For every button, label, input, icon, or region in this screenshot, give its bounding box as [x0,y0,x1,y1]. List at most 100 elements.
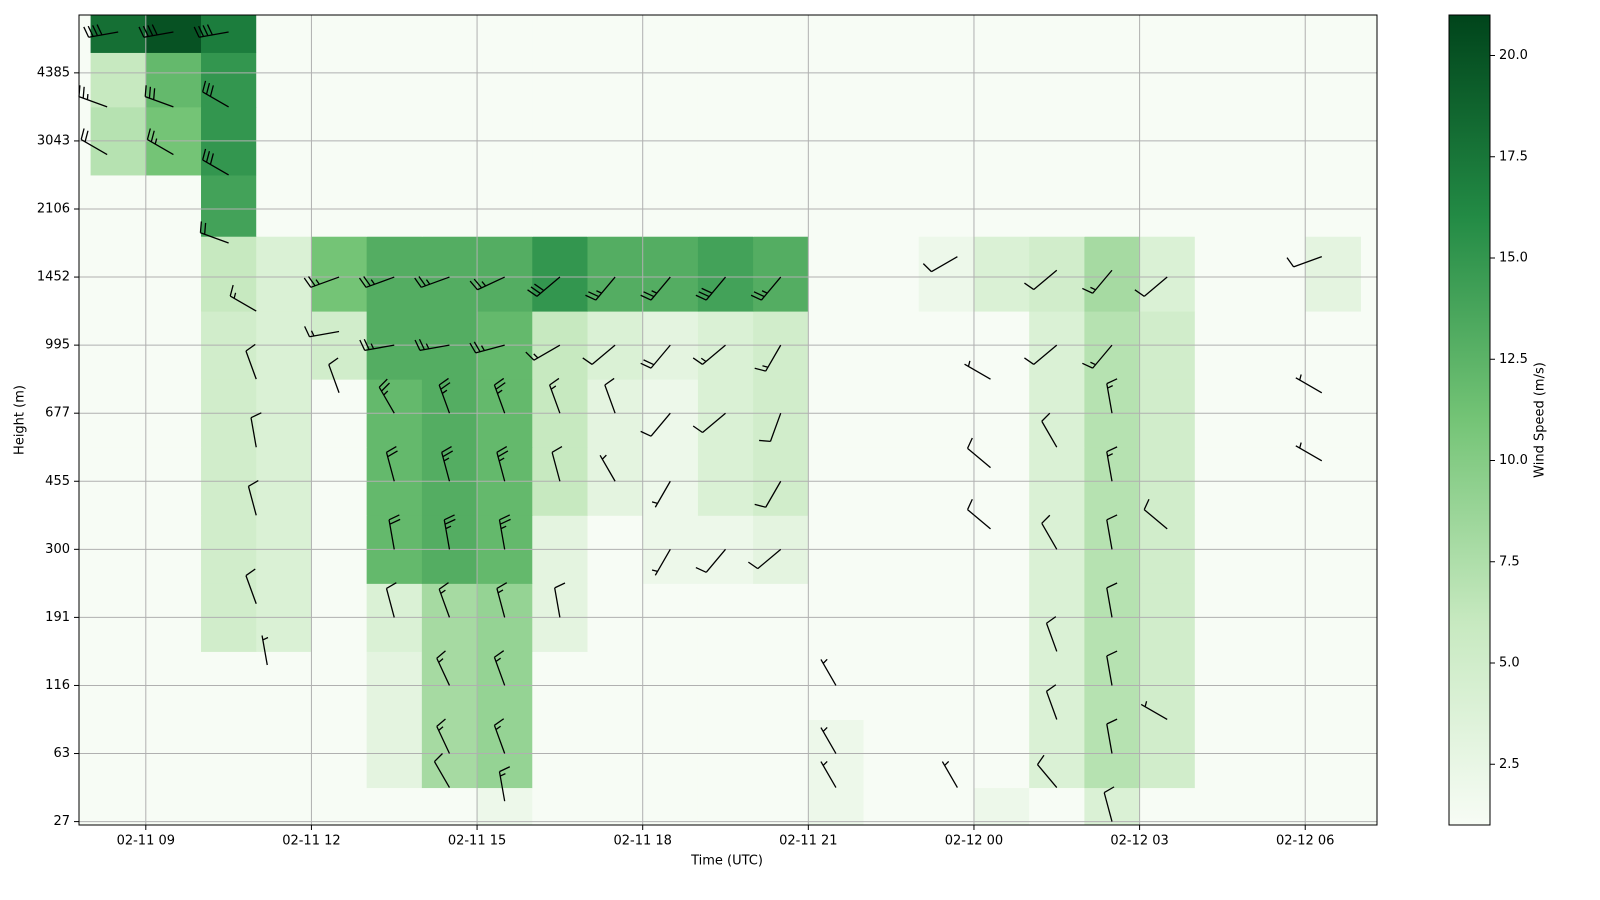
wind-barb [436,718,451,754]
wind-barb [820,658,837,686]
wind-barb [582,344,616,365]
wind-barb [651,480,671,508]
speed-cell [201,15,257,53]
wind-barb [496,445,509,482]
speed-cell [697,15,754,53]
speed-cell [90,174,147,237]
speed-cell [973,15,1030,53]
colorbar-tick-label: 7.5 [1499,554,1520,569]
x-axis-label: Time (UTC) [690,854,763,869]
wind-barb [750,276,782,301]
speed-cell [1305,52,1361,108]
speed-cell [808,15,865,53]
wind-barb [229,284,257,312]
speed-cell [1029,52,1085,108]
wind-barb [441,445,454,482]
speed-cell [587,236,644,312]
y-tick-label: 191 [45,610,70,625]
speed-cell [863,787,920,826]
speed-cell [1029,174,1085,237]
speed-cell [256,174,312,237]
speed-cell [1139,52,1196,108]
wind-barb [245,343,257,380]
speed-cell [311,15,368,53]
wind-barb [1106,446,1118,482]
speed-cell [587,15,644,53]
wind-barb [754,344,782,372]
y-tick-label: 455 [45,474,70,489]
wind-barb [250,412,262,448]
wind-barb [640,276,671,301]
wind-barb [820,726,837,754]
speed-cell [145,787,202,826]
wind-barb [199,221,229,244]
speed-cell [1250,52,1306,108]
wind-barb [554,582,566,618]
speed-cell [256,52,312,108]
speed-cell [587,174,644,237]
speed-cell [1139,15,1196,53]
speed-cell [808,52,865,108]
y-tick-label: 2106 [37,201,70,216]
speed-cell [697,52,754,108]
x-tick-label: 02-11 12 [282,834,340,849]
wind-barb [820,760,837,788]
speed-cell [753,174,809,237]
wind-barb [202,148,229,176]
y-tick-label: 300 [45,542,70,557]
wind-barb [1106,582,1118,618]
wind-barb [385,445,398,482]
x-tick-label: 02-12 06 [1276,834,1334,849]
x-tick-label: 02-11 21 [779,834,837,849]
speed-cell [421,787,478,826]
x-tick-label: 02-11 09 [117,834,175,849]
wind-barb [1106,650,1118,686]
speed-cell [477,236,533,312]
speed-cell [421,174,478,237]
speed-cell [1305,174,1361,237]
speed-cell [145,15,202,53]
colorbar [1448,14,1491,826]
wind-barb [549,377,561,414]
speed-cell [697,236,754,312]
speed-cell [753,15,809,53]
wind-barb [695,276,727,301]
speed-cell [642,52,699,108]
speed-cell [808,174,865,237]
speed-cell [863,15,920,53]
wind-barb [941,760,958,788]
speed-cell [366,174,423,237]
wind-barb [469,341,505,354]
wind-barb [1103,786,1115,822]
speed-cell [90,52,147,108]
speed-cell [918,236,975,312]
wind-barb [247,480,259,516]
y-tick-label: 1452 [37,270,70,285]
wind-barb [1045,616,1058,652]
speed-cell [1250,787,1306,826]
speed-cell [421,236,478,312]
y-tick-label: 995 [45,338,70,353]
colorbar-tick-label: 12.5 [1499,352,1528,367]
wind-barb [1143,498,1168,530]
wind-barb [493,377,506,414]
speed-cell [477,787,533,826]
x-tick-label: 02-12 03 [1110,834,1168,849]
wind-barb [604,377,616,414]
speed-cell [90,787,147,826]
wind-barb [748,548,782,570]
speed-cell [311,787,368,826]
speed-cell [973,174,1030,237]
speed-cell [145,174,202,237]
x-tick-label: 02-12 00 [945,834,1003,849]
wind-barb [359,338,395,351]
wind-barb [493,650,506,686]
speed-cell [201,174,257,237]
wind-barb [245,568,257,605]
speed-cell [1084,15,1141,53]
wind-barb [754,480,782,508]
speed-cell [973,787,1030,826]
wind-barb [966,498,991,530]
x-tick-label: 02-11 18 [613,834,671,849]
